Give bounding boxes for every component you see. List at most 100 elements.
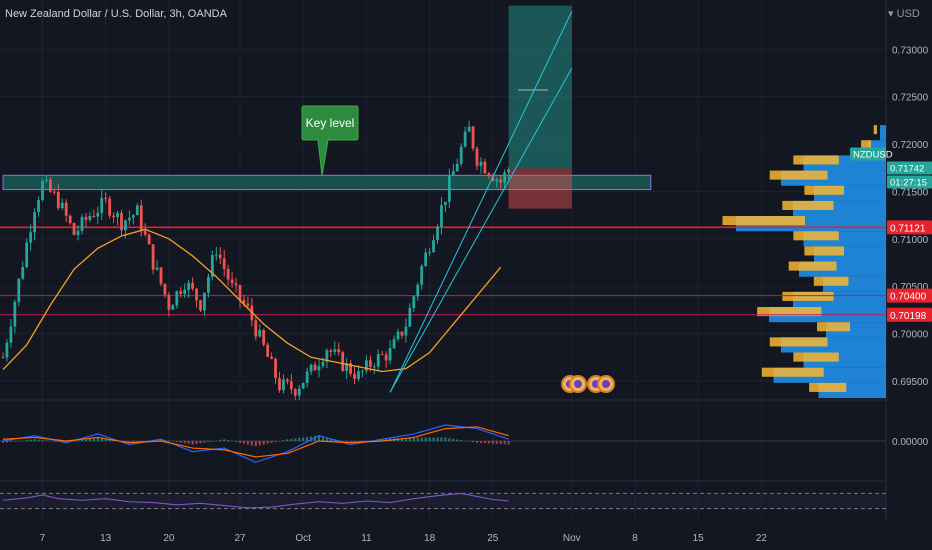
candle-body	[266, 344, 270, 357]
macd-histogram-bar	[246, 441, 249, 445]
macd-histogram-bar	[100, 438, 103, 441]
candle-body	[459, 146, 463, 164]
macd-histogram-bar	[175, 441, 178, 442]
candle-body	[207, 276, 210, 293]
candle-body	[139, 205, 143, 231]
candle-body	[499, 179, 503, 183]
candle-body	[392, 339, 396, 349]
candle-body	[191, 282, 194, 289]
candle-body	[25, 242, 29, 268]
time-tick-label: 27	[234, 533, 246, 544]
candle-body	[9, 326, 13, 343]
macd-histogram-bar	[412, 437, 415, 441]
macd-line	[2, 424, 509, 463]
macd-histogram-bar	[404, 437, 407, 441]
candle-body	[455, 163, 459, 172]
candle-body	[467, 126, 471, 132]
time-tick-label: Oct	[295, 533, 311, 544]
macd-pane	[0, 424, 886, 463]
macd-histogram-bar	[341, 441, 344, 442]
trendline[interactable]	[389, 67, 573, 393]
price-tag-bg	[887, 307, 932, 322]
macd-histogram-bar	[231, 441, 234, 442]
macd-histogram-bar	[195, 441, 198, 444]
macd-histogram-bar	[128, 441, 131, 443]
candle-body	[254, 320, 258, 337]
macd-histogram-bar	[25, 440, 28, 441]
time-tick-label: 7	[40, 533, 46, 544]
key-level-callout[interactable]: Key level	[301, 105, 359, 177]
macd-histogram-bar	[294, 438, 297, 441]
trendline[interactable]	[389, 11, 573, 393]
macd-histogram-bar	[136, 441, 139, 442]
candle-body	[183, 289, 187, 295]
macd-histogram-bar	[207, 441, 210, 442]
macd-histogram-bar	[361, 441, 364, 442]
candle-body	[175, 291, 179, 306]
macd-histogram-bar	[49, 441, 52, 442]
candle-body	[507, 169, 510, 173]
volume-profile-bar-alt	[793, 155, 839, 165]
macd-histogram-bar	[179, 441, 182, 443]
candle-body	[404, 326, 408, 336]
volume-profile	[722, 125, 886, 398]
trendlines	[389, 11, 573, 393]
macd-histogram-bar	[219, 439, 222, 441]
macd-histogram-bar	[436, 437, 439, 441]
macd-tick-label: 0.00000	[892, 437, 929, 448]
candle-body	[365, 360, 368, 371]
macd-histogram-bar	[65, 441, 68, 443]
macd-histogram-bar	[302, 437, 305, 441]
macd-histogram-bar	[345, 441, 348, 442]
volume-profile-bar-alt	[873, 125, 877, 135]
price-tick-label: 0.69500	[892, 377, 929, 388]
macd-histogram-bar	[325, 437, 328, 441]
macd-histogram-bar	[424, 437, 427, 441]
macd-histogram-bar	[235, 441, 238, 442]
candle-body	[171, 305, 175, 310]
stop-loss-zone[interactable]	[508, 168, 572, 209]
candle-body	[376, 354, 380, 367]
macd-histogram-bar	[191, 441, 194, 445]
macd-histogram-bar	[353, 441, 356, 443]
currency-menu[interactable]: ▾ USD	[888, 7, 920, 20]
macd-histogram-bar	[258, 441, 261, 446]
macd-histogram-bar	[81, 440, 83, 441]
macd-histogram-bar	[223, 439, 226, 441]
macd-histogram-bar	[479, 441, 482, 443]
candle-body	[112, 215, 115, 218]
candle-body	[286, 379, 289, 382]
candle-body	[1, 357, 5, 359]
candle-body	[29, 232, 33, 243]
volume-profile-bar-alt	[817, 322, 850, 332]
volume-profile-bar-alt	[782, 200, 834, 210]
price-tag-bg	[887, 175, 932, 189]
macd-histogram-bar	[314, 436, 317, 441]
macd-histogram-bar	[17, 441, 20, 442]
candle-body	[155, 267, 159, 270]
volume-profile-bar-alt	[804, 246, 844, 256]
rsi-pane	[0, 492, 886, 510]
macd-histogram-bar	[250, 441, 253, 446]
macd-histogram-bar	[456, 439, 459, 441]
price-tag-text: 0.71121	[890, 223, 926, 234]
volume-profile-bar-alt	[861, 140, 871, 150]
macd-histogram-bar	[140, 441, 143, 442]
macd-histogram-bar	[408, 437, 411, 441]
candle-body	[444, 201, 447, 206]
macd-histogram-bar	[274, 441, 277, 442]
candle-body	[380, 354, 384, 356]
volume-profile-bar-alt	[769, 337, 828, 347]
macd-histogram-bar	[306, 437, 309, 441]
candle-body	[187, 282, 191, 290]
candle-body	[246, 303, 250, 306]
macd-histogram-bar	[96, 437, 99, 441]
price-tick-label: 0.70000	[892, 330, 929, 341]
time-axis: 7 13 20 27 Oct 11 18 25 Nov 8 15 22	[40, 533, 768, 544]
macd-histogram-bar	[365, 441, 368, 442]
candle-body	[278, 378, 281, 391]
candle-body	[80, 216, 84, 231]
candle-body	[503, 172, 507, 183]
event-icons[interactable]	[561, 375, 615, 393]
